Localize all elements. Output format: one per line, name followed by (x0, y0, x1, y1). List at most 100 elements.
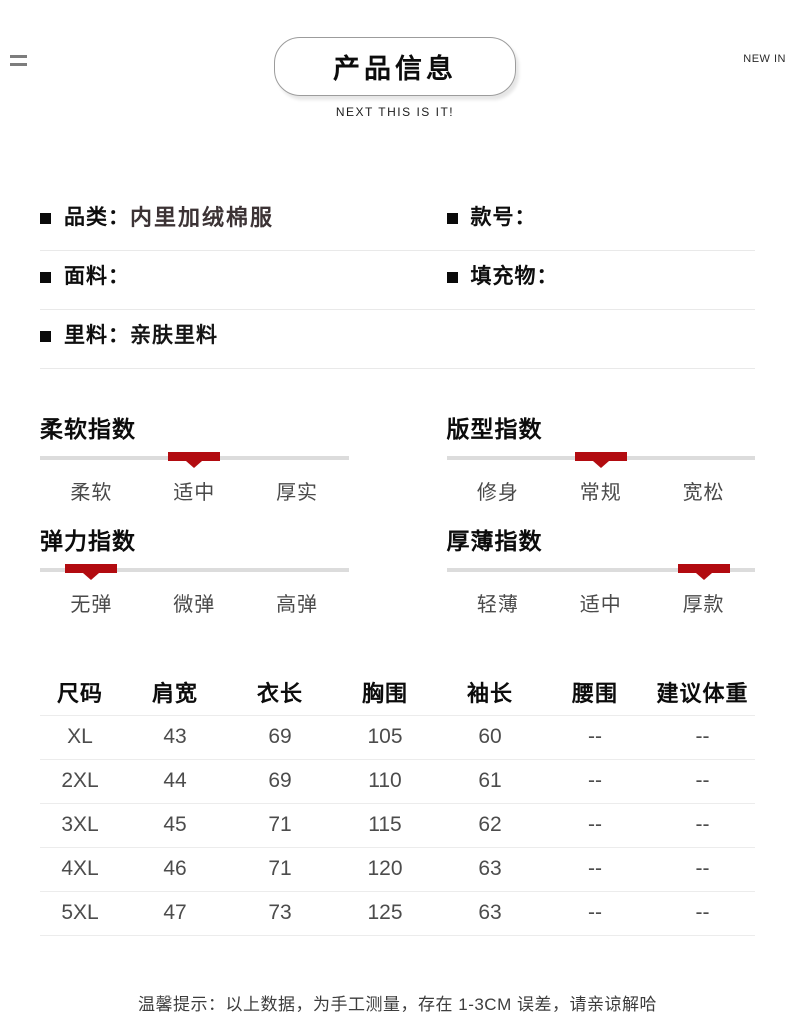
attr-filling: 填充物： (446, 264, 756, 290)
cell: -- (650, 847, 755, 892)
index-label: 柔软 (70, 482, 113, 504)
index-label: 适中 (579, 594, 622, 616)
attr-row: 品类： 内里加绒棉服 款号： (40, 205, 755, 251)
index-marker (65, 564, 118, 580)
cell: 105 (330, 715, 440, 760)
cell: 4XL (40, 847, 120, 892)
index-slider (446, 562, 755, 586)
attr-value: 亲肤里料 (130, 324, 218, 347)
slider-track-line (446, 568, 755, 572)
attr-category: 品类： 内里加绒棉服 (40, 205, 349, 231)
square-bullet-icon (40, 271, 51, 283)
size-table: 尺码 肩宽 衣长 胸围 袖长 腰围 建议体重 XL 43 69 105 60 -… (40, 669, 755, 936)
size-table-header-row: 尺码 肩宽 衣长 胸围 袖长 腰围 建议体重 (40, 669, 755, 716)
index-section: 柔软指数 柔软 适中 厚实 版型指数 修身 (40, 414, 755, 616)
index-title: 弹力指数 (40, 528, 136, 554)
cell: 44 (120, 759, 230, 804)
attr-lining: 里料： 亲肤里料 (40, 323, 349, 349)
attr-row: 里料： 亲肤里料 (40, 310, 755, 369)
cell: 45 (120, 803, 230, 848)
square-bullet-icon (40, 330, 51, 342)
index-title: 柔软指数 (40, 416, 136, 442)
attr-label: 款号： (470, 206, 537, 229)
title-pill: 产品信息 (274, 37, 516, 96)
index-block-elasticity: 弹力指数 无弹 微弹 高弹 (40, 526, 349, 616)
col-header-size: 尺码 (40, 669, 120, 716)
cell: 3XL (40, 803, 120, 848)
col-header-bust: 胸围 (330, 669, 440, 716)
cell: 69 (230, 715, 330, 760)
attr-style-number: 款号： (446, 205, 756, 231)
index-label: 微弹 (173, 594, 216, 616)
table-row: 2XL 44 69 110 61 -- -- (40, 759, 755, 804)
cell: 110 (330, 759, 440, 804)
new-in-label: NEW IN (743, 53, 786, 65)
cell: -- (650, 759, 755, 804)
col-header-weight: 建议体重 (650, 669, 755, 716)
index-block-fit: 版型指数 修身 常规 宽松 (446, 414, 755, 504)
index-slider (40, 450, 349, 474)
cell: -- (540, 803, 650, 848)
col-header-length: 衣长 (230, 669, 330, 716)
col-header-shoulder: 肩宽 (120, 669, 230, 716)
index-slider (446, 450, 755, 474)
cell: -- (650, 803, 755, 848)
cell: XL (40, 715, 120, 760)
cell: 43 (120, 715, 230, 760)
square-bullet-icon (40, 212, 51, 224)
cell: 5XL (40, 891, 120, 936)
attr-label: 里料： (64, 324, 130, 347)
cell: 73 (230, 891, 330, 936)
cell: -- (540, 715, 650, 760)
page-title: 产品信息 (333, 54, 457, 84)
cell: -- (540, 847, 650, 892)
cell: -- (650, 715, 755, 760)
col-header-sleeve: 袖长 (440, 669, 540, 716)
cell: 71 (230, 803, 330, 848)
cell: 61 (440, 759, 540, 804)
square-bullet-icon (446, 271, 458, 283)
index-label: 常规 (579, 482, 622, 504)
index-block-thickness: 厚薄指数 轻薄 适中 厚款 (446, 526, 755, 616)
index-label: 厚实 (276, 482, 319, 504)
slider-track-line (40, 568, 349, 572)
index-label: 宽松 (682, 482, 725, 504)
cell: -- (650, 891, 755, 936)
table-row: 5XL 47 73 125 63 -- -- (40, 891, 755, 936)
index-block-softness: 柔软指数 柔软 适中 厚实 (40, 414, 349, 504)
attr-label: 面料： (64, 265, 130, 288)
index-label: 修身 (476, 482, 519, 504)
cell: 69 (230, 759, 330, 804)
cell: 46 (120, 847, 230, 892)
attr-label: 品类： (64, 206, 130, 229)
index-slider (40, 562, 349, 586)
index-title: 厚薄指数 (446, 528, 543, 554)
cell: 63 (440, 891, 540, 936)
cell: 115 (330, 803, 440, 848)
index-label: 高弹 (276, 594, 319, 616)
page-header: 产品信息 NEXT THIS IS IT! (0, 0, 790, 119)
square-bullet-icon (446, 212, 458, 224)
cell: 120 (330, 847, 440, 892)
cell: 63 (440, 847, 540, 892)
cell: 2XL (40, 759, 120, 804)
table-row: XL 43 69 105 60 -- -- (40, 715, 755, 760)
attr-fabric: 面料： (40, 264, 349, 290)
cell: 71 (230, 847, 330, 892)
index-marker (677, 564, 730, 580)
table-row: 4XL 46 71 120 63 -- -- (40, 847, 755, 892)
table-row: 3XL 45 71 115 62 -- -- (40, 803, 755, 848)
cell: 125 (330, 891, 440, 936)
cell: 62 (440, 803, 540, 848)
index-marker (168, 452, 221, 468)
attr-label: 填充物： (470, 265, 559, 288)
attr-row: 面料： 填充物： (40, 251, 755, 310)
index-label: 厚款 (682, 594, 725, 616)
cell: 60 (440, 715, 540, 760)
attributes-section: 品类： 内里加绒棉服 款号： 面料： 填充物： (40, 205, 755, 369)
index-title: 版型指数 (446, 416, 543, 442)
page-subtitle: NEXT THIS IS IT! (335, 105, 455, 119)
col-header-waist: 腰围 (540, 669, 650, 716)
index-marker (574, 452, 627, 468)
